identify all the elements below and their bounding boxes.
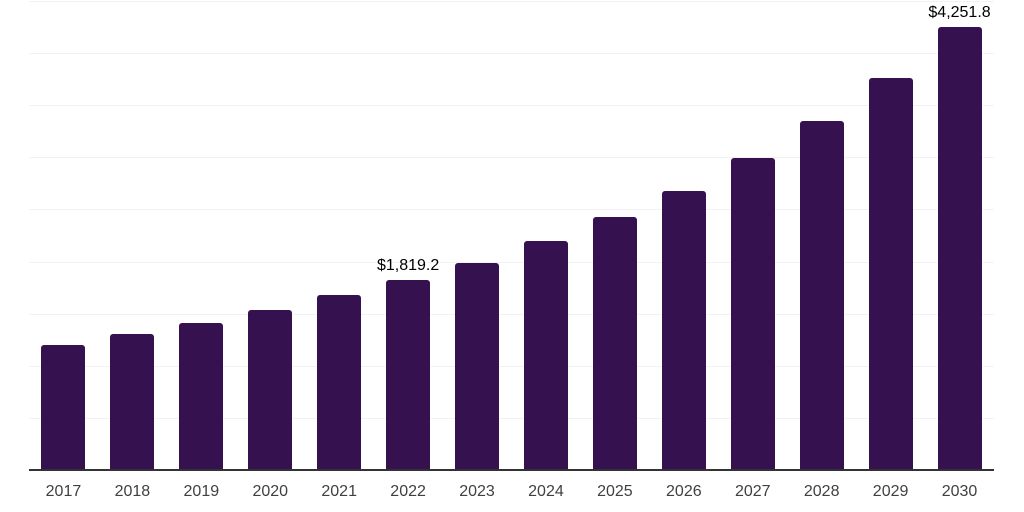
gridline-3000 xyxy=(29,157,994,158)
gridline-3500 xyxy=(29,105,994,106)
x-tick-label-2023: 2023 xyxy=(459,483,495,500)
x-tick-label-2030: 2030 xyxy=(941,483,978,500)
x-tick-label-2029: 2029 xyxy=(872,483,909,500)
bar-2019 xyxy=(179,323,223,470)
x-tick-label-2022: 2022 xyxy=(390,483,426,500)
gridline-4000 xyxy=(29,53,994,54)
bar-2025 xyxy=(593,217,637,470)
gridline-2500 xyxy=(29,209,994,210)
x-tick-label-2024: 2024 xyxy=(528,483,564,500)
x-tick-label-2026: 2026 xyxy=(666,483,702,500)
bar-2029 xyxy=(869,78,913,470)
x-tick-label-2019: 2019 xyxy=(183,483,220,500)
bar-2017 xyxy=(41,345,85,470)
bar-2020 xyxy=(248,310,292,470)
gridline-2000 xyxy=(29,262,994,263)
bar-2026 xyxy=(662,191,706,470)
x-tick-label-2021: 2021 xyxy=(321,483,357,500)
gridline-1000 xyxy=(29,366,994,367)
bar-2021 xyxy=(317,295,361,470)
x-tick-label-2018: 2018 xyxy=(114,483,151,500)
x-axis-line xyxy=(29,469,994,471)
gridline-1500 xyxy=(29,314,994,315)
bar-2027 xyxy=(731,158,775,470)
bar-2024 xyxy=(524,241,568,470)
x-tick-label-2017: 2017 xyxy=(45,483,82,500)
bar-2030 xyxy=(938,27,982,470)
x-tick-label-2025: 2025 xyxy=(597,483,633,500)
bar-2028 xyxy=(800,121,844,470)
bar-2023 xyxy=(455,263,499,470)
bar-2022 xyxy=(386,280,430,470)
x-tick-label-2020: 2020 xyxy=(252,483,289,500)
data-label-2022: $1,819.2 xyxy=(376,257,440,274)
x-tick-label-2027: 2027 xyxy=(734,483,771,500)
data-label-2030: $4,251.8 xyxy=(928,4,991,21)
gridline-500 xyxy=(29,418,994,419)
gridline-4500 xyxy=(29,1,994,2)
bar-2018 xyxy=(110,334,154,470)
x-tick-label-2028: 2028 xyxy=(803,483,840,500)
